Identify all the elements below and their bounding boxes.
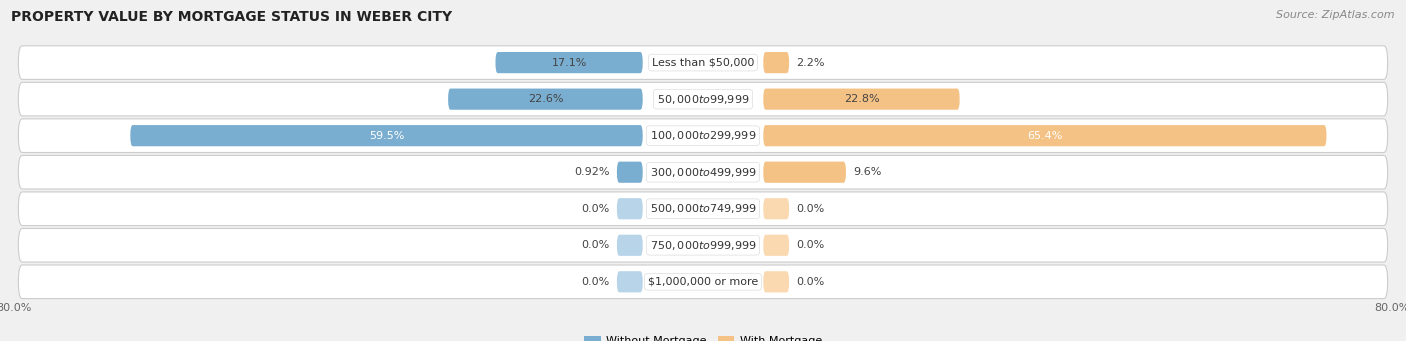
FancyBboxPatch shape [617, 162, 643, 183]
FancyBboxPatch shape [18, 228, 1388, 262]
Text: Source: ZipAtlas.com: Source: ZipAtlas.com [1277, 10, 1395, 20]
FancyBboxPatch shape [763, 235, 789, 256]
Text: 0.0%: 0.0% [796, 204, 824, 214]
Text: $300,000 to $499,999: $300,000 to $499,999 [650, 166, 756, 179]
Text: PROPERTY VALUE BY MORTGAGE STATUS IN WEBER CITY: PROPERTY VALUE BY MORTGAGE STATUS IN WEB… [11, 10, 453, 24]
FancyBboxPatch shape [763, 198, 789, 219]
FancyBboxPatch shape [617, 271, 643, 292]
FancyBboxPatch shape [131, 125, 643, 146]
FancyBboxPatch shape [18, 192, 1388, 225]
FancyBboxPatch shape [763, 125, 1326, 146]
Text: 0.0%: 0.0% [796, 240, 824, 250]
Legend: Without Mortgage, With Mortgage: Without Mortgage, With Mortgage [579, 331, 827, 341]
Text: 0.92%: 0.92% [575, 167, 610, 177]
FancyBboxPatch shape [18, 82, 1388, 116]
Text: 2.2%: 2.2% [796, 58, 824, 68]
FancyBboxPatch shape [763, 162, 846, 183]
Text: $500,000 to $749,999: $500,000 to $749,999 [650, 202, 756, 215]
Text: 0.0%: 0.0% [582, 240, 610, 250]
FancyBboxPatch shape [18, 265, 1388, 299]
Text: 9.6%: 9.6% [853, 167, 882, 177]
Text: $100,000 to $299,999: $100,000 to $299,999 [650, 129, 756, 142]
Text: 59.5%: 59.5% [368, 131, 404, 141]
FancyBboxPatch shape [763, 52, 789, 73]
FancyBboxPatch shape [617, 198, 643, 219]
Text: $50,000 to $99,999: $50,000 to $99,999 [657, 93, 749, 106]
FancyBboxPatch shape [763, 271, 789, 292]
Text: 22.8%: 22.8% [844, 94, 879, 104]
Text: 22.6%: 22.6% [527, 94, 564, 104]
Text: 0.0%: 0.0% [582, 277, 610, 287]
FancyBboxPatch shape [18, 155, 1388, 189]
FancyBboxPatch shape [449, 89, 643, 110]
FancyBboxPatch shape [18, 46, 1388, 79]
Text: 17.1%: 17.1% [551, 58, 586, 68]
Text: 0.0%: 0.0% [582, 204, 610, 214]
Text: Less than $50,000: Less than $50,000 [652, 58, 754, 68]
Text: 65.4%: 65.4% [1028, 131, 1063, 141]
FancyBboxPatch shape [617, 235, 643, 256]
Text: $1,000,000 or more: $1,000,000 or more [648, 277, 758, 287]
Text: 0.0%: 0.0% [796, 277, 824, 287]
FancyBboxPatch shape [763, 89, 960, 110]
FancyBboxPatch shape [495, 52, 643, 73]
Text: $750,000 to $999,999: $750,000 to $999,999 [650, 239, 756, 252]
FancyBboxPatch shape [18, 119, 1388, 152]
